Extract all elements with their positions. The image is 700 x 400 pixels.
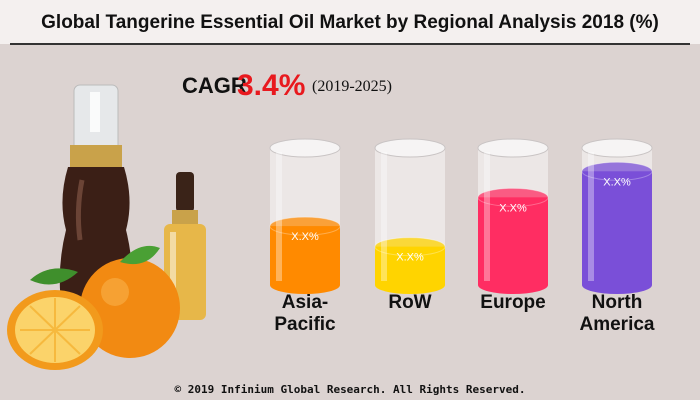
cylinder-top xyxy=(374,138,446,158)
title-band xyxy=(0,0,700,44)
cylinder-top xyxy=(477,138,549,158)
category-label: Asia-Pacific xyxy=(274,292,336,335)
value-label: X.X% xyxy=(396,252,424,264)
value-label: X.X% xyxy=(603,176,631,188)
category-label: RoW xyxy=(388,292,432,313)
cylinder-top xyxy=(269,138,341,158)
cylinder-fill-top xyxy=(477,187,549,207)
cagr-period: (2019-2025) xyxy=(312,78,392,95)
category-label: North America xyxy=(579,292,655,335)
bar xyxy=(478,197,548,285)
product-illustration xyxy=(7,84,206,370)
cagr-label: CAGR xyxy=(182,73,247,98)
value-label: X.X% xyxy=(499,202,527,214)
cylinder-fill-top xyxy=(581,161,653,181)
cylinder-shine xyxy=(276,152,282,281)
cylinder-shine xyxy=(381,152,387,281)
cylinder-shine xyxy=(484,152,490,281)
cagr-value: 3.4% xyxy=(237,69,305,102)
cylinder-fill-top xyxy=(374,237,446,257)
category-label: Europe xyxy=(480,292,546,313)
bar xyxy=(270,226,340,285)
bar xyxy=(582,171,652,285)
value-label: X.X% xyxy=(291,231,319,243)
footer: © 2019 Infinium Global Research. All Rig… xyxy=(175,383,526,396)
chart-title: Global Tangerine Essential Oil Market by… xyxy=(41,12,659,33)
cylinder-top xyxy=(581,138,653,158)
cylinder-fill-top xyxy=(269,216,341,236)
cylinder-shine xyxy=(588,152,594,281)
